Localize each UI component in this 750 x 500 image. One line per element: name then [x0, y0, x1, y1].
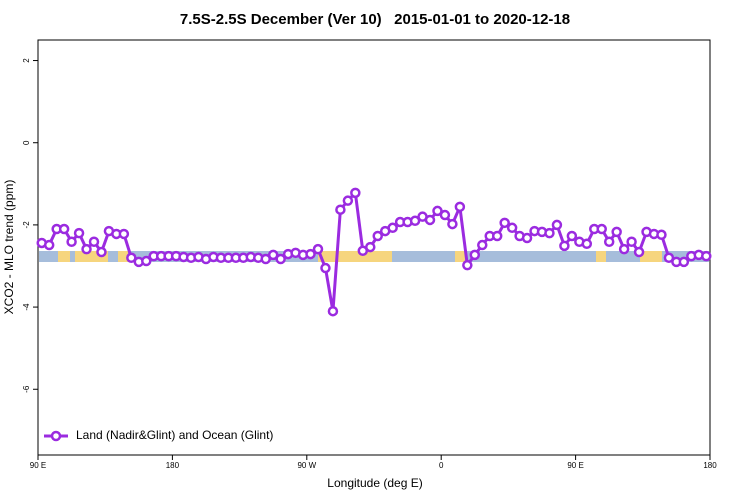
data-point: [81, 243, 92, 255]
data-point: [118, 228, 130, 240]
land-band: [596, 251, 606, 262]
data-point: [96, 246, 107, 258]
data-point: [350, 187, 361, 199]
data-point: [327, 305, 339, 317]
data-point: [312, 243, 324, 255]
data-point: [43, 239, 55, 251]
x-tick-label: 90 E: [30, 461, 46, 470]
data-point: [73, 227, 85, 239]
y-tick-label: 2: [22, 58, 31, 63]
data-point: [499, 217, 510, 229]
legend-label: Land (Nadir&Glint) and Ocean (Glint): [76, 428, 273, 442]
data-point: [544, 227, 555, 239]
chart-title: 7.5S-2.5S December (Ver 10) 2015-01-01 t…: [180, 11, 570, 28]
data-point: [566, 230, 578, 242]
data-point: [320, 262, 331, 274]
data-point: [551, 219, 563, 231]
data-point: [342, 195, 354, 206]
data-point: [506, 222, 518, 234]
data-point: [126, 252, 137, 264]
data-point: [611, 226, 622, 238]
data-point: [335, 204, 346, 215]
data-point: [372, 230, 383, 242]
data-point: [439, 209, 451, 221]
data-point: [66, 236, 77, 247]
x-axis-label: Longitude (deg E): [327, 476, 422, 490]
data-point: [559, 240, 570, 252]
data-point: [88, 236, 100, 247]
data-point: [521, 232, 533, 244]
land-band: [318, 251, 392, 262]
data-point: [275, 253, 286, 265]
land-band: [75, 251, 108, 262]
x-tick-label: 0: [439, 461, 444, 470]
data-point: [603, 236, 615, 247]
legend-marker: [50, 430, 62, 442]
land-band: [118, 251, 128, 262]
data-point: [663, 252, 675, 264]
data-point: [424, 214, 436, 226]
data-point: [58, 223, 70, 235]
data-point: [701, 250, 712, 262]
data-point: [596, 223, 607, 235]
y-tick-label: -2: [22, 221, 31, 229]
x-tick-label: 90 E: [567, 461, 583, 470]
land-band: [455, 251, 466, 262]
data-point: [633, 246, 645, 258]
data-point: [462, 259, 473, 271]
data-point: [432, 205, 443, 217]
data-point: [626, 236, 637, 247]
x-tick-label: 180: [703, 461, 717, 470]
y-axis-label: XCO2 - MLO trend (ppm): [2, 180, 16, 315]
x-tick-label: 90 W: [297, 461, 316, 470]
data-point: [477, 239, 488, 251]
data-point: [656, 229, 667, 241]
data-point: [581, 238, 593, 250]
data-point: [260, 253, 271, 265]
plot-frame: [37, 39, 711, 456]
data-point: [267, 249, 279, 261]
data-point: [141, 255, 152, 267]
data-point: [447, 218, 458, 230]
data-point: [618, 243, 630, 255]
x-tick-label: 180: [166, 461, 180, 470]
data-point: [678, 256, 690, 268]
land-band: [58, 251, 70, 262]
data-point: [491, 230, 503, 242]
data-point: [469, 249, 481, 261]
y-tick-label: -4: [22, 303, 31, 311]
y-tick-label: -6: [22, 385, 31, 393]
land-band: [640, 251, 662, 262]
data-point: [409, 215, 421, 227]
data-point: [305, 248, 316, 260]
data-point: [365, 241, 376, 253]
data-point: [454, 201, 466, 213]
y-tick-label: 0: [22, 140, 31, 145]
data-point: [387, 222, 398, 234]
